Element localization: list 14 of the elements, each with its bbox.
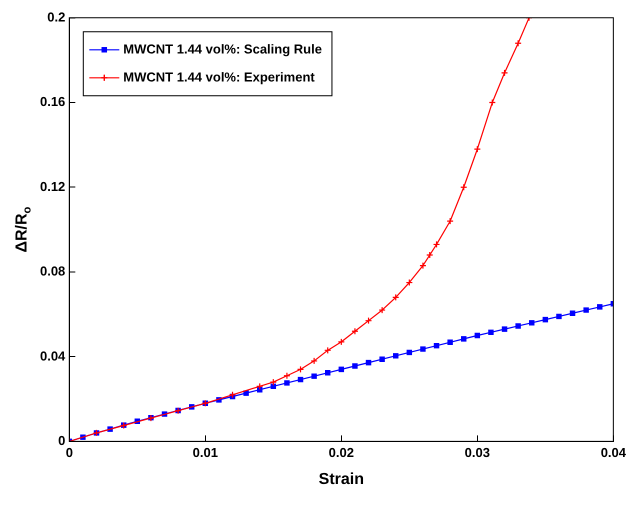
y-axis-title: ΔR/Ro [13,206,34,253]
x-tick-label: 0.03 [464,444,490,460]
x-tick-label: 0.02 [328,444,354,460]
x-tick-label: 0.04 [600,444,627,460]
y-tick-label: 0.08 [40,264,66,279]
x-axis-title: Strain [318,470,364,488]
x-tick-label: 0.01 [192,444,218,460]
y-tick-label: 0 [58,432,66,448]
y-tick-label: 0.16 [40,94,66,110]
legend-label: MWCNT 1.44 vol%: Scaling Rule [123,41,322,56]
y-tick-label: 0.04 [40,348,66,364]
y-tick-label: 0.12 [40,178,66,194]
y-tick-label: 0.2 [47,9,66,24]
legend-label: MWCNT 1.44 vol%: Experiment [123,69,316,84]
